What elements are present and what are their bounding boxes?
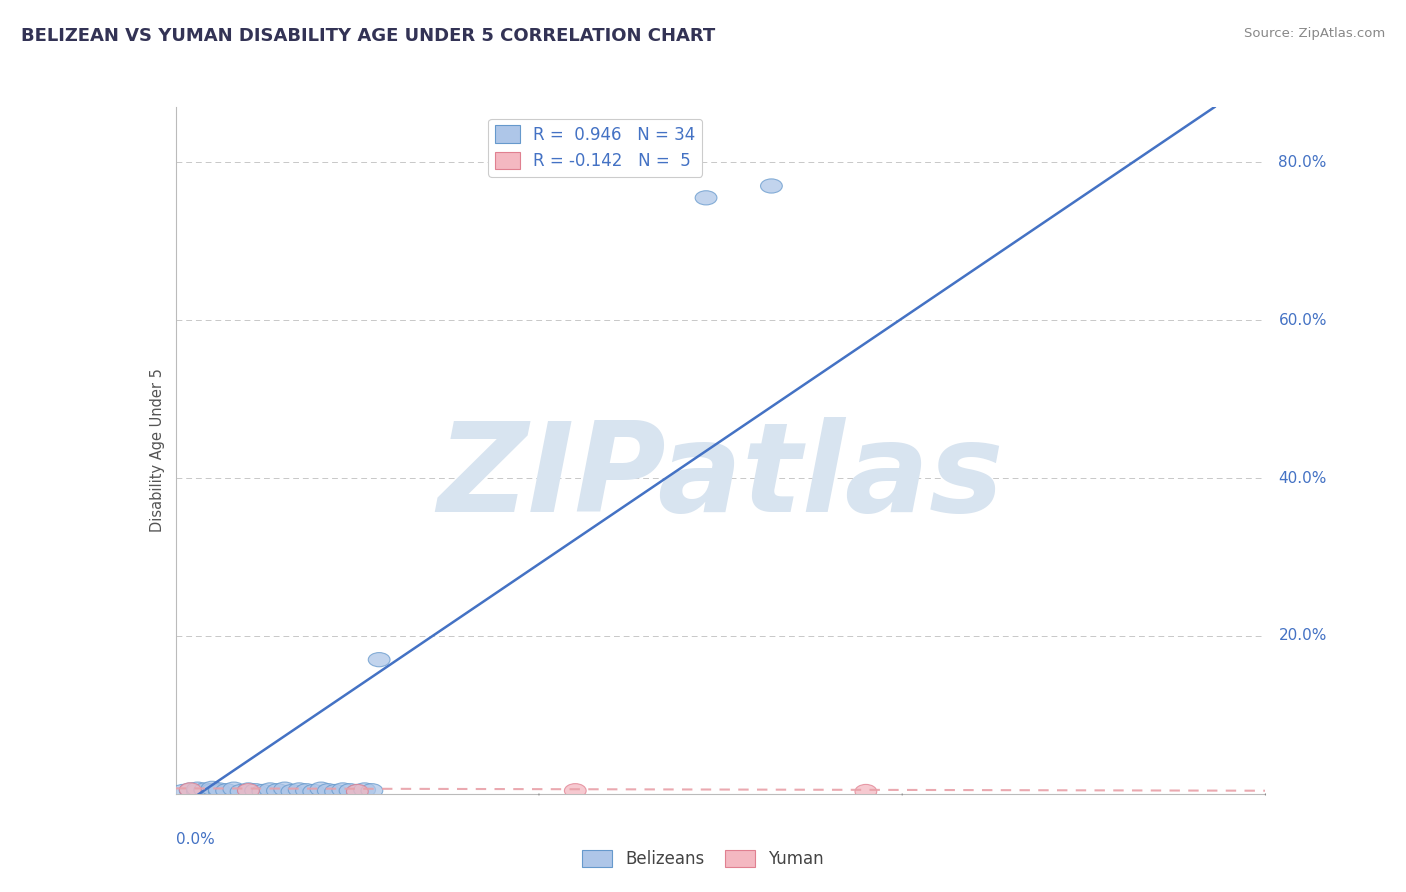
Ellipse shape xyxy=(187,784,208,798)
Ellipse shape xyxy=(288,783,311,797)
Legend: Belizeans, Yuman: Belizeans, Yuman xyxy=(575,843,831,875)
Ellipse shape xyxy=(354,783,375,797)
Ellipse shape xyxy=(325,784,346,798)
Text: 20.0%: 20.0% xyxy=(1278,629,1327,643)
Ellipse shape xyxy=(180,783,201,797)
Ellipse shape xyxy=(318,783,339,797)
Ellipse shape xyxy=(339,783,361,797)
Ellipse shape xyxy=(564,783,586,797)
Text: 80.0%: 80.0% xyxy=(1278,155,1327,169)
Ellipse shape xyxy=(346,784,368,798)
Ellipse shape xyxy=(224,782,245,797)
Ellipse shape xyxy=(274,782,295,797)
Ellipse shape xyxy=(201,783,224,797)
Ellipse shape xyxy=(761,179,782,193)
Text: BELIZEAN VS YUMAN DISABILITY AGE UNDER 5 CORRELATION CHART: BELIZEAN VS YUMAN DISABILITY AGE UNDER 5… xyxy=(21,27,716,45)
Ellipse shape xyxy=(311,782,332,797)
Ellipse shape xyxy=(695,191,717,205)
Ellipse shape xyxy=(332,783,354,797)
Ellipse shape xyxy=(208,783,231,797)
Y-axis label: Disability Age Under 5: Disability Age Under 5 xyxy=(149,368,165,533)
Ellipse shape xyxy=(231,784,252,798)
Text: 60.0%: 60.0% xyxy=(1278,313,1327,327)
Ellipse shape xyxy=(245,783,267,797)
Ellipse shape xyxy=(302,784,325,798)
Ellipse shape xyxy=(259,783,281,797)
Text: 0.0%: 0.0% xyxy=(176,831,215,847)
Ellipse shape xyxy=(180,783,201,797)
Ellipse shape xyxy=(238,783,259,797)
Text: Source: ZipAtlas.com: Source: ZipAtlas.com xyxy=(1244,27,1385,40)
Ellipse shape xyxy=(201,781,224,796)
Ellipse shape xyxy=(208,784,231,798)
Ellipse shape xyxy=(295,783,318,797)
Ellipse shape xyxy=(267,783,288,797)
Ellipse shape xyxy=(187,782,208,797)
Ellipse shape xyxy=(252,784,274,798)
Ellipse shape xyxy=(180,783,201,797)
Ellipse shape xyxy=(361,783,382,797)
Ellipse shape xyxy=(346,784,368,798)
Ellipse shape xyxy=(215,783,238,797)
Ellipse shape xyxy=(238,783,259,797)
Ellipse shape xyxy=(368,653,389,667)
Text: ZIPatlas: ZIPatlas xyxy=(437,417,1004,539)
Ellipse shape xyxy=(194,783,215,797)
Ellipse shape xyxy=(172,784,194,798)
Ellipse shape xyxy=(855,784,877,798)
Legend: R =  0.946   N = 34, R = -0.142   N =  5: R = 0.946 N = 34, R = -0.142 N = 5 xyxy=(488,119,702,177)
Text: 40.0%: 40.0% xyxy=(1278,471,1327,485)
Ellipse shape xyxy=(281,784,302,798)
